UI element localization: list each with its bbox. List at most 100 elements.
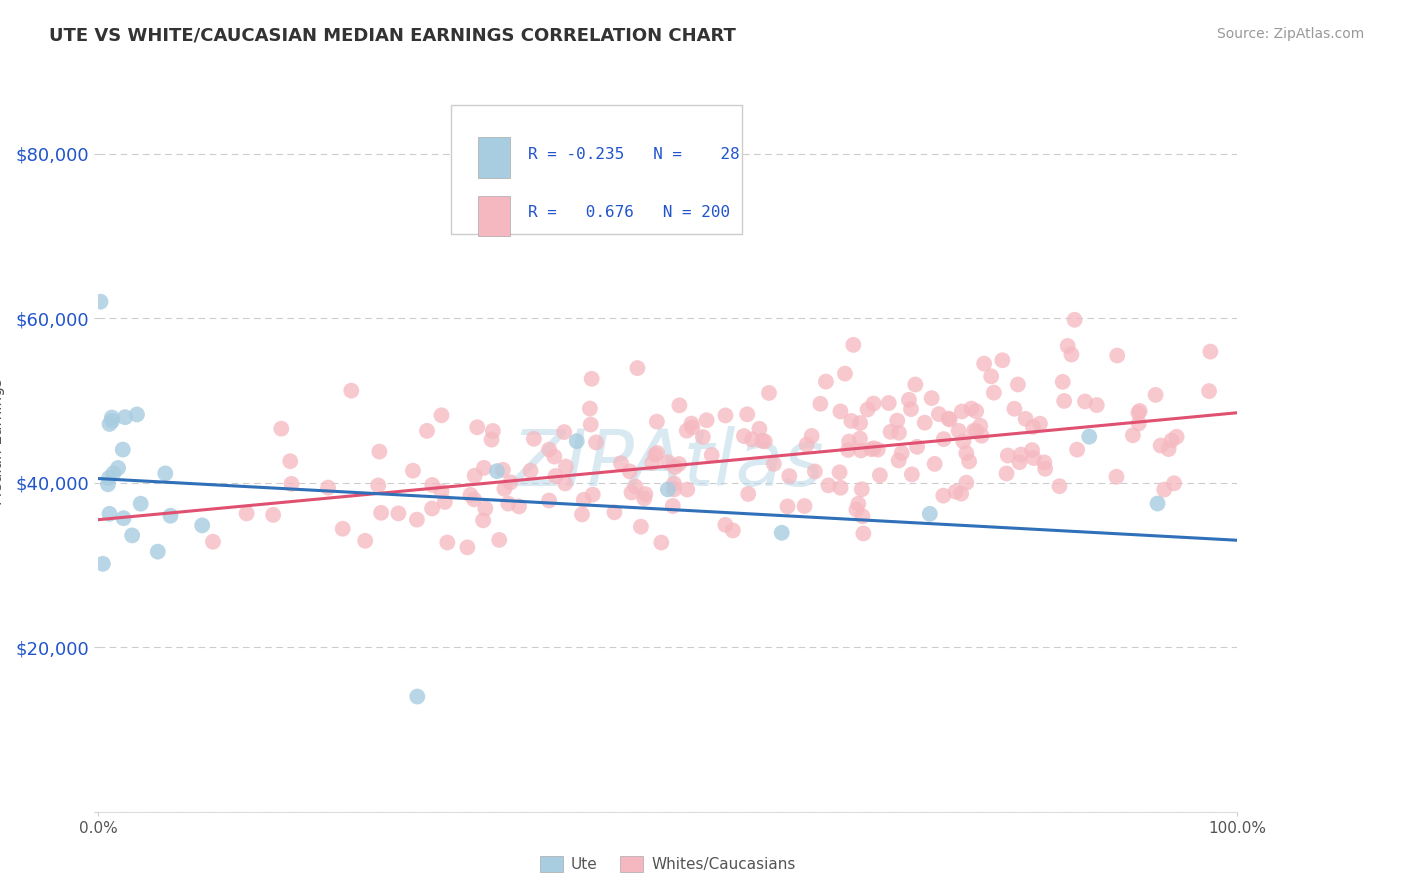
Point [644,448,666,462]
Point [91,557,114,571]
Point [692,430,714,444]
Point [662,476,685,491]
Point [668,398,690,412]
Point [650,535,672,549]
Point [856,402,879,417]
Point [830,481,852,495]
Point [103,467,125,481]
Point [492,463,515,477]
Point [354,533,377,548]
Point [456,541,478,555]
Point [969,418,991,433]
Point [486,464,509,478]
Point [664,460,686,475]
Point [804,465,827,479]
Bar [478,195,509,236]
Point [1056,339,1078,353]
Point [963,424,986,438]
Point [1022,451,1045,466]
Point [98,417,121,431]
Point [367,478,389,492]
Point [1163,476,1185,491]
Point [581,372,603,386]
Point [340,384,363,398]
Point [572,492,595,507]
Point [900,402,922,417]
Point [852,526,875,541]
Point [1060,347,1083,361]
Point [1153,483,1175,497]
Point [887,425,910,440]
Point [1022,420,1045,434]
Point [641,456,664,470]
Point [955,446,977,460]
Point [890,446,912,460]
Point [1007,377,1029,392]
Point [433,495,456,509]
Point [668,457,690,471]
Point [554,476,576,491]
Point [839,414,862,428]
Point [278,454,301,468]
Point [579,417,602,432]
Point [624,479,647,493]
Point [948,424,970,438]
Point [1160,434,1182,448]
Point [751,434,773,448]
Point [1144,388,1167,402]
Point [800,429,823,443]
Point [914,416,936,430]
Point [681,417,703,431]
Point [778,469,800,483]
Point [877,396,900,410]
Point [1078,430,1101,444]
Point [508,500,530,514]
Point [721,524,744,538]
Point [402,464,425,478]
Point [488,533,510,547]
Point [464,468,486,483]
Point [498,497,520,511]
Point [538,493,561,508]
Point [406,690,429,704]
Point [973,357,995,371]
Point [866,442,889,457]
Point [603,505,626,519]
Point [879,425,901,439]
Point [460,488,482,502]
Point [851,509,873,524]
Point [965,424,987,438]
Point [633,491,655,506]
Point [101,414,124,428]
Point [657,483,679,497]
Point [1199,344,1222,359]
Point [960,401,983,416]
Point [1063,312,1085,326]
Point [1021,443,1043,458]
Point [945,484,967,499]
Point [619,464,641,478]
Point [737,487,759,501]
Point [519,464,541,478]
Text: ZIPAtlas: ZIPAtlas [512,425,824,502]
Point [620,485,643,500]
Point [235,507,257,521]
Point [1166,430,1188,444]
Point [950,486,973,500]
Point [1066,442,1088,457]
Y-axis label: Median Earnings: Median Earnings [0,378,4,505]
Point [838,434,860,449]
Point [416,424,439,438]
Point [700,448,723,462]
Point [499,475,522,490]
Point [1146,496,1168,510]
Point [828,465,851,479]
Point [610,456,633,470]
Point [111,442,134,457]
Point [430,484,453,499]
Point [1010,448,1032,462]
Point [101,410,124,425]
Point [814,375,837,389]
Point [965,404,987,418]
Point [938,411,960,425]
